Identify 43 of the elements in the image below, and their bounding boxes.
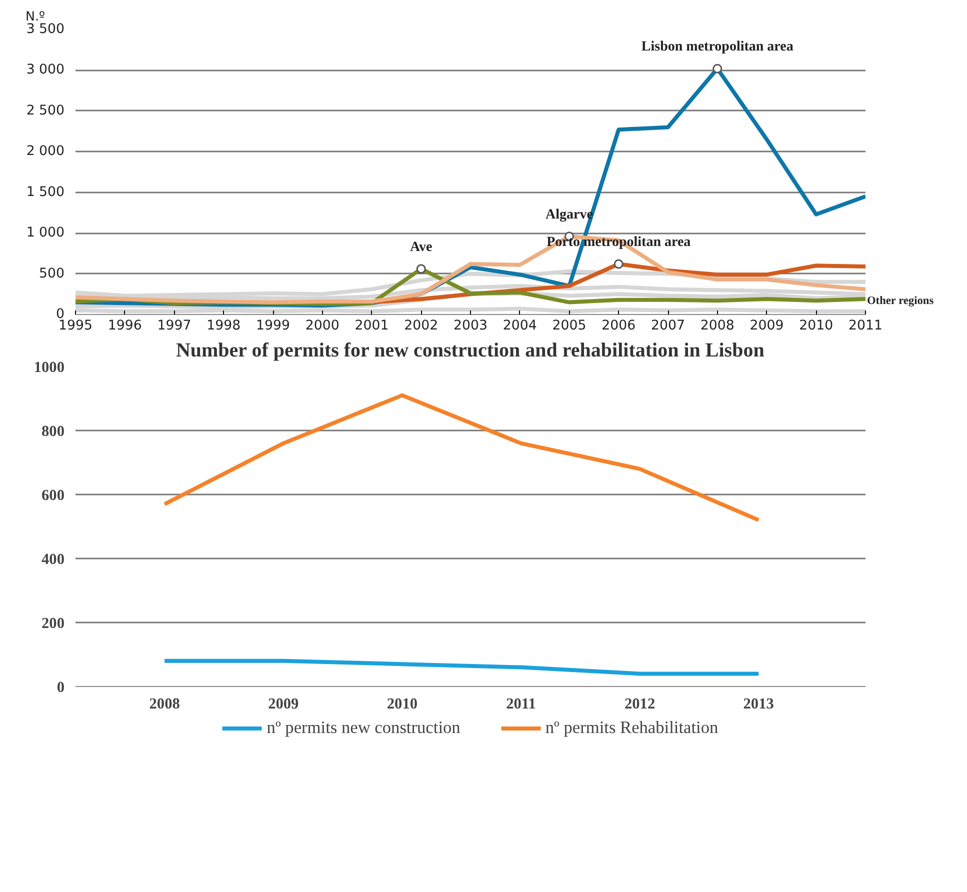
legend-label: nº permits Rehabilitation xyxy=(545,718,718,738)
x-tick-label: 2008 xyxy=(700,318,734,334)
y-tick-label: 500 xyxy=(39,266,65,282)
y-tick-label: 1000 xyxy=(34,359,65,376)
y-tick-label: 3 500 xyxy=(26,22,64,37)
x-tick-label: 2003 xyxy=(454,318,488,334)
y-axis-title: N.º xyxy=(26,8,45,24)
x-tick-label: 2013 xyxy=(743,696,774,712)
x-tick-label: 2008 xyxy=(149,696,180,712)
y-tick-label: 1 500 xyxy=(26,184,64,200)
x-tick-label: 1997 xyxy=(157,318,192,334)
y-tick-label: 200 xyxy=(42,615,65,632)
series-label: Other regions xyxy=(867,295,934,308)
y-tick-label: 800 xyxy=(42,423,65,440)
y-tick-label: 2 500 xyxy=(26,103,64,118)
y-tick-label: 2 000 xyxy=(26,144,64,160)
annotation: Lisbon metropolitan area xyxy=(641,40,794,55)
y-tick-label: 3 000 xyxy=(26,62,64,78)
x-tick-label: 2009 xyxy=(750,318,784,334)
annotation: Ave xyxy=(410,240,432,255)
y-tick-label: 0 xyxy=(56,679,65,696)
x-tick-label: 2012 xyxy=(624,696,656,712)
x-tick-label: 2002 xyxy=(404,318,438,334)
x-tick-label: 2011 xyxy=(848,318,882,334)
legend-label: nº permits new construction xyxy=(266,718,460,738)
y-tick-label: 600 xyxy=(42,487,65,504)
x-tick-label: 2007 xyxy=(651,318,685,334)
x-tick-label: 2011 xyxy=(506,696,536,712)
x-tick-label: 2001 xyxy=(354,318,389,334)
x-tick-label: 2004 xyxy=(502,318,537,334)
x-tick-label: 2009 xyxy=(268,696,300,712)
x-tick-label: 1999 xyxy=(256,318,290,334)
x-tick-label: 2000 xyxy=(305,318,340,334)
chart-title: Number of permits for new construction and rehabilitation in Lisbon xyxy=(176,340,764,362)
x-tick-label: 2010 xyxy=(386,696,418,712)
x-tick-label: 1995 xyxy=(58,318,92,334)
x-tick-label: 1998 xyxy=(206,318,241,334)
x-tick-label: 2005 xyxy=(552,318,586,334)
y-tick-label: 400 xyxy=(42,551,65,568)
x-tick-label: 2006 xyxy=(602,318,636,334)
y-tick-label: 1 000 xyxy=(26,226,64,241)
x-tick-label: 1996 xyxy=(108,318,142,334)
x-tick-label: 2010 xyxy=(799,318,834,334)
